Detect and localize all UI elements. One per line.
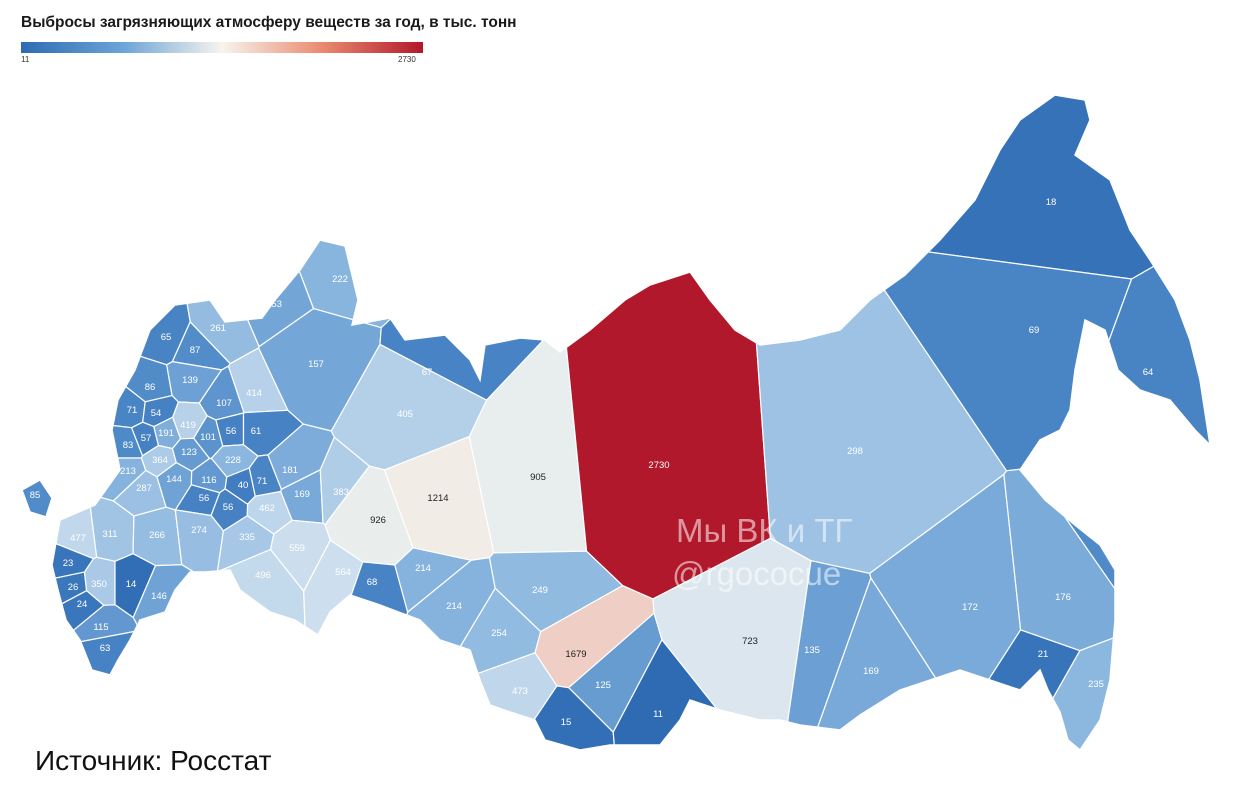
region-value-label: 228: [225, 455, 241, 466]
color-scale-legend: [21, 42, 423, 53]
region-value-label: 414: [246, 388, 262, 399]
region-value-label: 364: [152, 455, 168, 466]
region-value-label: 905: [530, 472, 546, 483]
region-value-label: 214: [446, 601, 462, 612]
region-value-label: 473: [512, 686, 528, 697]
region-value-label: 1214: [427, 493, 448, 504]
region-value-label: 56: [199, 493, 210, 504]
region-value-label: 85: [30, 490, 41, 501]
region-value-label: 266: [149, 530, 165, 541]
region-value-label: 235: [1088, 679, 1104, 690]
region-value-label: 214: [415, 563, 431, 574]
region-value-label: 254: [491, 628, 507, 639]
region-value-label: 67: [422, 367, 433, 378]
region-value-label: 54: [151, 408, 162, 419]
region-value-label: 298: [847, 446, 863, 457]
region-value-label: 169: [294, 489, 310, 500]
region-value-label: 115: [93, 622, 108, 633]
map-title: Выбросы загрязняющих атмосферу веществ з…: [21, 14, 517, 31]
region-value-label: 123: [181, 447, 197, 458]
country-outline: [21, 94, 1212, 752]
region-value-label: 57: [141, 433, 152, 444]
region-value-label: 172: [962, 602, 978, 613]
region-value-label: 1679: [565, 649, 586, 660]
region-value-label: 71: [257, 476, 268, 487]
region-value-label: 191: [158, 428, 174, 439]
region-value-label: 146: [151, 591, 167, 602]
region-value-label: 181: [282, 465, 298, 476]
region-value-label: 405: [397, 409, 413, 420]
region-value-label: 135: [804, 645, 820, 656]
region-value-label: 311: [102, 529, 117, 540]
region-value-label: 86: [145, 382, 156, 393]
region-value-label: 68: [367, 577, 378, 588]
region-value-label: 169: [863, 666, 879, 677]
region-value-label: 23: [63, 558, 74, 569]
region-value-label: 139: [182, 375, 198, 386]
region-value-label: 11: [653, 709, 663, 720]
region-value-label: 24: [77, 599, 88, 610]
region-value-label: 15: [561, 717, 572, 728]
region-value-label: 274: [191, 525, 207, 536]
region-value-label: 14: [126, 579, 137, 590]
region-value-label: 56: [226, 426, 237, 437]
region: [677, 95, 1210, 280]
region-value-label: 18: [1046, 197, 1057, 208]
region-value-label: 52: [98, 285, 109, 296]
region: [325, 652, 558, 750]
region-value-label: 71: [127, 405, 138, 416]
region-value-label: 723: [742, 636, 758, 647]
source-caption: Источник: Росстат: [35, 745, 272, 776]
watermark-line-1: Мы ВК и ТГ: [676, 512, 853, 549]
region-value-label: 157: [308, 359, 324, 370]
region-value-label: 559: [289, 543, 305, 554]
region-value-label: 222: [332, 274, 348, 285]
region-value-label: 564: [335, 567, 351, 578]
legend-max-label: 2730: [398, 55, 416, 64]
region-value-label: 125: [595, 680, 611, 691]
region-value-label: 40: [238, 480, 249, 491]
region-value-label: 87: [190, 345, 201, 356]
region-value-label: 213: [120, 466, 136, 477]
region-value-label: 261: [210, 323, 226, 334]
watermark-line-2: @rgococue: [672, 555, 842, 592]
region-value-label: 2730: [648, 460, 669, 471]
region-value-label: 249: [532, 585, 548, 596]
region-value-label: 335: [239, 532, 255, 543]
region-value-label: 350: [91, 579, 107, 590]
region-value-label: 61: [251, 426, 262, 437]
region-value-label: 83: [123, 440, 134, 451]
region-value-label: 287: [136, 483, 152, 494]
region-value-label: 926: [370, 515, 386, 526]
region-value-label: 477: [70, 533, 86, 544]
region-value-label: 63: [100, 643, 111, 654]
region-value-label: 116: [201, 475, 216, 486]
legend-min-label: 11: [21, 55, 30, 64]
region-value-label: 176: [1055, 592, 1071, 603]
region-value-label: 64: [1143, 367, 1154, 378]
region-value-label: 21: [1038, 649, 1049, 660]
region-value-label: 69: [1029, 325, 1040, 336]
region: [22, 356, 146, 429]
region-value-label: 153: [266, 299, 282, 310]
region-value-label: 144: [166, 474, 182, 485]
region-value-label: 101: [200, 432, 216, 443]
region-value-label: 383: [333, 487, 349, 498]
region-value-label: 26: [68, 582, 79, 593]
region-value-label: 462: [259, 503, 275, 514]
region-value-label: 84: [1114, 553, 1125, 564]
region-value-label: 496: [255, 570, 271, 581]
region: [195, 95, 315, 348]
region: [132, 564, 242, 737]
region-value-label: 65: [161, 332, 172, 343]
region-value-label: 107: [216, 398, 232, 409]
region-value-label: 56: [223, 502, 234, 513]
region-value-label: 419: [180, 420, 196, 431]
